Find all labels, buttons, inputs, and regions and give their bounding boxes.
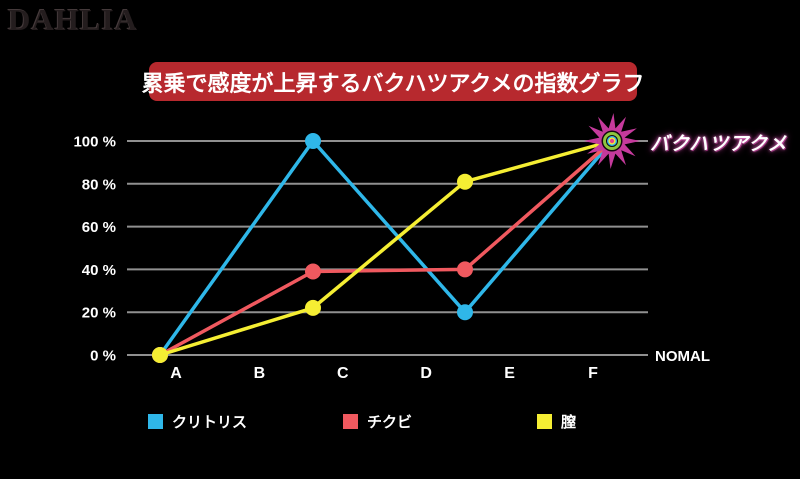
series-line-膣 bbox=[158, 139, 614, 357]
x-tick-label: B bbox=[254, 365, 266, 382]
data-point-膣-A bbox=[152, 347, 168, 363]
y-tick-label: 80 % bbox=[82, 176, 116, 193]
starburst-core bbox=[609, 138, 615, 144]
x-tick-label: F bbox=[588, 365, 598, 382]
series-line-チクビ bbox=[158, 139, 614, 357]
x-tick-label: D bbox=[420, 365, 432, 382]
legend-item-chitsu: 膣 bbox=[537, 411, 576, 432]
y-tick-label: 20 % bbox=[82, 305, 116, 322]
x-tick-label: C bbox=[337, 365, 349, 382]
legend-item-clitoris: クリトリス bbox=[148, 411, 247, 432]
legend-swatch-red bbox=[343, 414, 358, 429]
data-point-クリトリス-C bbox=[457, 304, 473, 321]
chart-title-banner: 累乗で感度が上昇するバクハツアクメの指数グラフ bbox=[142, 62, 644, 101]
legend-swatch-cyan bbox=[148, 414, 163, 429]
x-tick-label: E bbox=[504, 365, 515, 382]
legend-label: クリトリス bbox=[172, 414, 248, 431]
data-point-チクビ-B bbox=[305, 263, 321, 280]
y-tick-label: 60 % bbox=[82, 219, 116, 236]
legend-label: 膣 bbox=[561, 414, 577, 431]
chart-title: 累乗で感度が上昇するバクハツアクメの指数グラフ bbox=[141, 70, 645, 96]
series-line-クリトリス bbox=[158, 139, 614, 357]
data-point-膣-C bbox=[457, 173, 473, 190]
legend-swatch-yellow bbox=[537, 414, 552, 429]
legend-item-chikubi: チクビ bbox=[343, 411, 412, 432]
dahlia-logo: DAHLIA bbox=[8, 2, 139, 37]
explosion-annotation-label: バクハツアクメ bbox=[650, 134, 788, 155]
starburst-ring-green bbox=[603, 132, 621, 150]
data-point-クリトリス-B bbox=[305, 133, 321, 149]
x-axis-end-label: NOMAL bbox=[655, 348, 710, 365]
data-point-チクビ-C bbox=[457, 261, 473, 278]
y-tick-label: 0 % bbox=[90, 348, 116, 365]
data-point-膣-B bbox=[305, 299, 321, 316]
legend-label: チクビ bbox=[367, 414, 413, 431]
x-tick-label: A bbox=[170, 365, 182, 382]
y-tick-label: 40 % bbox=[82, 262, 116, 279]
y-tick-label: 100 % bbox=[73, 134, 116, 151]
